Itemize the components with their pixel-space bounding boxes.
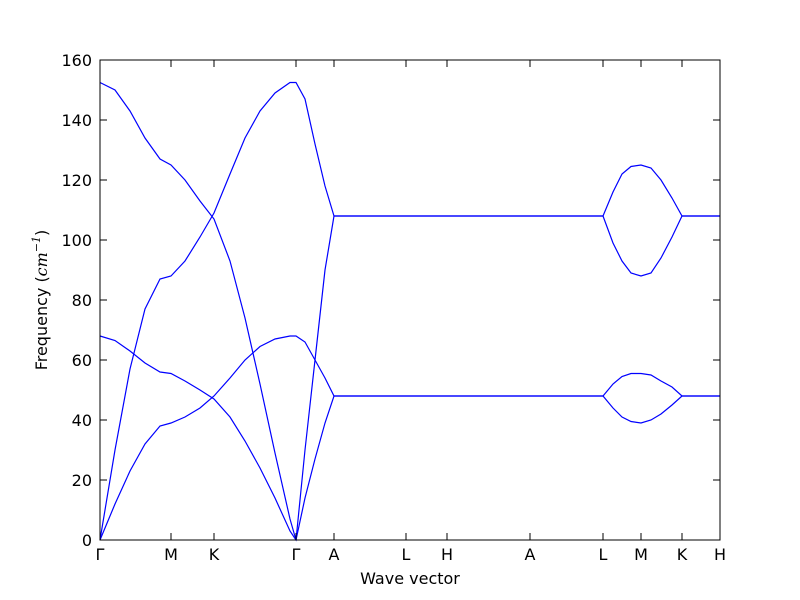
band-line (99, 335, 720, 541)
plot-area (99, 81, 720, 542)
band-line (99, 81, 720, 541)
x-tick-label: A (329, 545, 340, 564)
x-tick-label: L (599, 545, 608, 564)
x-tick-label: L (402, 545, 411, 564)
y-tick-label: 100 (61, 231, 92, 250)
x-tick-label: H (714, 545, 726, 564)
y-tick-label: 80 (72, 291, 92, 310)
y-tick-label: 20 (72, 471, 92, 490)
y-tick-label: 140 (61, 111, 92, 130)
x-tick-label: K (209, 545, 220, 564)
y-axis-label: Frequency (cm−1) (30, 230, 51, 371)
y-label-text: Frequency ( (32, 276, 51, 370)
y-tick-label: 120 (61, 171, 92, 190)
y-label-exponent: −1 (30, 236, 43, 252)
band-line (99, 81, 720, 541)
x-tick-label: Γ (292, 545, 301, 564)
x-tick-label: Γ (96, 545, 105, 564)
y-label-close: ) (32, 230, 51, 236)
x-tick-label: K (677, 545, 688, 564)
y-tick-label: 0 (82, 531, 92, 550)
y-label-unit: cm (32, 252, 51, 276)
y-tick-label: 160 (61, 51, 92, 70)
x-tick-label: M (164, 545, 178, 564)
y-tick-label: 40 (72, 411, 92, 430)
x-tick-label: M (634, 545, 648, 564)
band-line (99, 335, 720, 542)
x-tick-label: A (525, 545, 536, 564)
x-tick-label: H (441, 545, 453, 564)
y-tick-label: 60 (72, 351, 92, 370)
x-axis-label: Wave vector (360, 569, 460, 588)
